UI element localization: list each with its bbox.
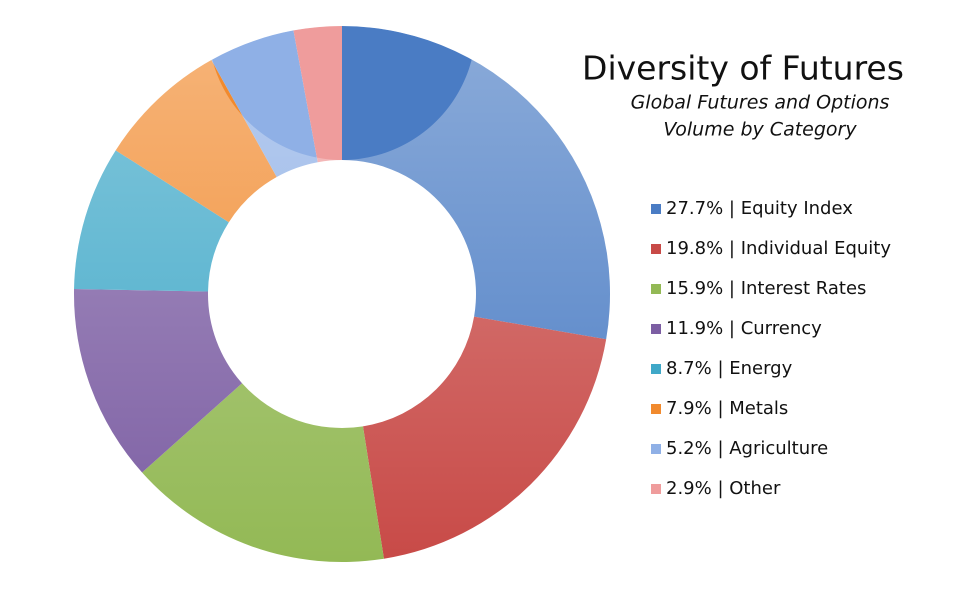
- legend-label: 8.7% | Energy: [666, 358, 793, 379]
- donut: [73, 0, 610, 562]
- chart-subtitle: Global Futures and Options: [631, 92, 890, 114]
- legend-swatch: [651, 204, 661, 214]
- legend-label: 7.9% | Metals: [666, 398, 788, 419]
- legend-label: 5.2% | Agriculture: [666, 438, 828, 459]
- legend-swatch: [651, 244, 661, 254]
- legend-label: 11.9% | Currency: [666, 318, 822, 339]
- legend-label: 19.8% | Individual Equity: [666, 238, 891, 259]
- legend-swatch: [651, 284, 661, 294]
- legend-swatch: [651, 404, 661, 414]
- chart-title: Diversity of Futures: [582, 49, 904, 88]
- chart-subtitle: Volume by Category: [663, 119, 857, 141]
- legend-swatch: [651, 364, 661, 374]
- legend-swatch: [651, 324, 661, 334]
- legend-label: 15.9% | Interest Rates: [666, 278, 866, 299]
- legend-swatch: [651, 444, 661, 454]
- legend-label: 27.7% | Equity Index: [666, 198, 853, 219]
- legend-label: 2.9% | Other: [666, 478, 781, 499]
- legend-swatch: [651, 484, 661, 494]
- donut-slice: [342, 26, 610, 340]
- legend: 27.7% | Equity Index 19.8% | Individual E…: [651, 198, 891, 499]
- donut-slice: [362, 316, 607, 559]
